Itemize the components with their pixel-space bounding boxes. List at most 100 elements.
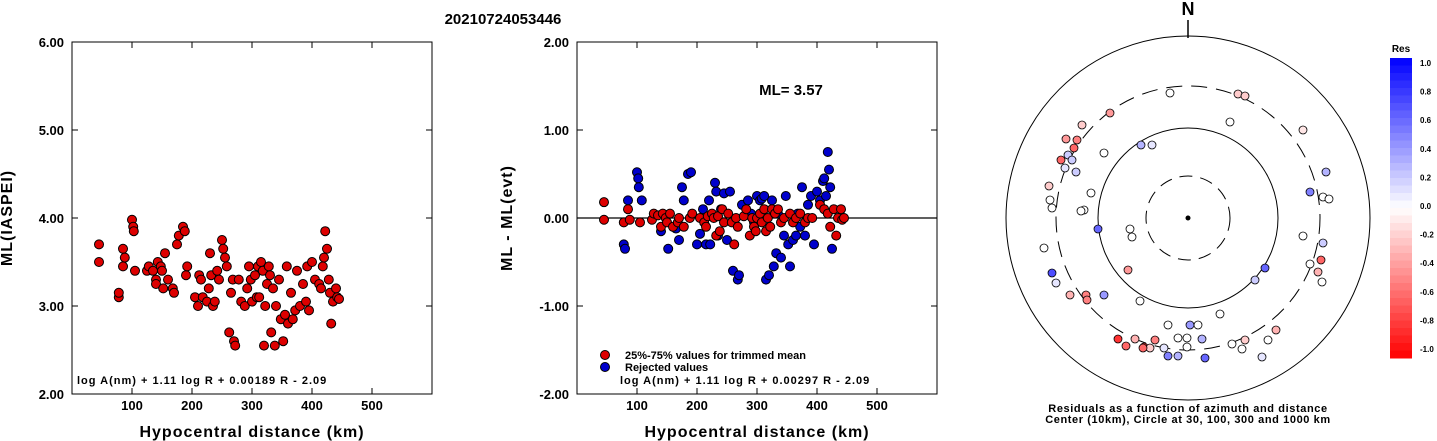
north-label: N (1182, 0, 1195, 19)
trimmed-point (599, 214, 609, 225)
data-point (212, 265, 223, 276)
colorbar-swatch (1390, 305, 1412, 314)
left-plot-frame (71, 41, 433, 395)
data-point (205, 248, 215, 259)
colorbar-swatch (1390, 110, 1412, 119)
x-tick-label: 300 (241, 398, 263, 413)
station-residual-marker (1105, 108, 1115, 118)
station-residual-marker (1047, 203, 1057, 213)
y-tick-label: 6.00 (39, 35, 64, 50)
colorbar-label: -0.4 (1420, 259, 1434, 268)
trimmed-point (839, 213, 849, 223)
data-point (94, 239, 104, 250)
left-data-points (94, 214, 344, 351)
station-residual-marker (1173, 351, 1183, 361)
x-tick-label: 200 (181, 398, 203, 413)
x-tick-label: 300 (746, 398, 768, 413)
data-point (113, 287, 124, 298)
colorbar-swatch (1390, 95, 1412, 104)
rejected-point (800, 230, 810, 241)
colorbar-swatch (1390, 343, 1412, 351)
station-residual-marker (1305, 187, 1315, 197)
rejected-point (791, 230, 801, 241)
station-residual-marker (1113, 334, 1123, 344)
station-residual-marker (1093, 224, 1103, 234)
station-residual-marker (1121, 341, 1131, 351)
colorbar-label: 0.0 (1420, 202, 1432, 211)
data-point (182, 261, 193, 272)
colorbar-swatch (1390, 118, 1412, 126)
rejected-point (819, 173, 830, 184)
colorbar-labels: 1.0 0.8 0.6 0.4 0.2 0.0 -0.2 -0.4 -0.6 -0.8 -1.0 (1420, 59, 1434, 354)
data-point (286, 287, 296, 298)
data-point (158, 283, 169, 294)
trimmed-point (624, 214, 635, 225)
rejected-point (636, 195, 647, 206)
event-title: 20210724053446 (445, 11, 562, 28)
data-point (322, 243, 332, 254)
rejected-point (803, 199, 813, 210)
trimmed-point (773, 204, 783, 215)
station-residual-marker (1138, 343, 1148, 353)
data-point (254, 292, 265, 303)
station-residual-marker (1072, 135, 1082, 145)
rejected-point (678, 195, 689, 206)
rejected-point (825, 182, 836, 193)
y-tick-label: -2.00 (539, 387, 569, 402)
rejected-point (725, 186, 735, 197)
rejected-point (797, 182, 807, 193)
data-point (94, 257, 104, 267)
colorbar-swatch (1390, 335, 1412, 344)
residual-colorbar: Res 1.0 0.8 0.6 0.4 0.2 0.0 -0.2 -0.4 -0.6 -0.8 -1… (1390, 44, 1434, 359)
station-residual-marker (1159, 343, 1169, 353)
station-residual-marker (1227, 339, 1237, 349)
trimmed-point (825, 221, 836, 232)
station-residual-marker (1136, 140, 1146, 150)
left-x-axis-label: Hypocentral distance (km) (139, 424, 364, 441)
data-point (260, 301, 271, 311)
data-point (269, 340, 280, 351)
station-residual-marker (1298, 231, 1308, 241)
colorbar-label: 0.4 (1420, 145, 1432, 154)
data-point (230, 340, 241, 351)
y-tick-label: 4.00 (39, 211, 64, 226)
colorbar-swatch (1390, 58, 1412, 66)
data-point (233, 274, 244, 285)
y-tick-label: 3.00 (39, 299, 64, 314)
station-residual-marker (1044, 181, 1054, 191)
station-residual-marker (1047, 268, 1057, 278)
station-residual-marker (1061, 134, 1071, 144)
rejected-point (822, 147, 833, 157)
rejected-point (633, 173, 644, 184)
rejected-point (663, 243, 674, 254)
x-tick-label: 400 (301, 398, 323, 413)
station-residual-marker (1263, 335, 1273, 345)
rejected-point (704, 195, 714, 206)
data-point (193, 301, 203, 311)
data-point (319, 252, 329, 263)
colorbar-swatch (1390, 80, 1412, 89)
epicenter-dot (1185, 215, 1191, 221)
rejected-point (809, 239, 819, 250)
left-y-axis-label: ML(IASPEI) (0, 170, 16, 266)
colorbar-swatch (1390, 125, 1412, 134)
data-point (172, 239, 182, 250)
data-point (326, 318, 337, 329)
data-point (281, 261, 292, 272)
colorbar-label: 0.2 (1420, 173, 1432, 182)
rejected-point (695, 228, 705, 239)
station-residual-marker (1313, 267, 1323, 277)
trimmed-point (836, 204, 846, 215)
trimmed-point (765, 221, 776, 232)
station-residual-marker (1225, 117, 1235, 127)
data-point (278, 336, 289, 347)
colorbar-swatch (1390, 163, 1412, 171)
colorbar-swatch (1390, 328, 1412, 336)
rejected-point (780, 191, 791, 201)
station-residual-marker (1271, 325, 1281, 335)
station-residual-marker (1039, 243, 1049, 253)
station-residual-marker (1200, 353, 1210, 363)
rejected-point (734, 270, 744, 281)
rejected-point (743, 195, 753, 206)
